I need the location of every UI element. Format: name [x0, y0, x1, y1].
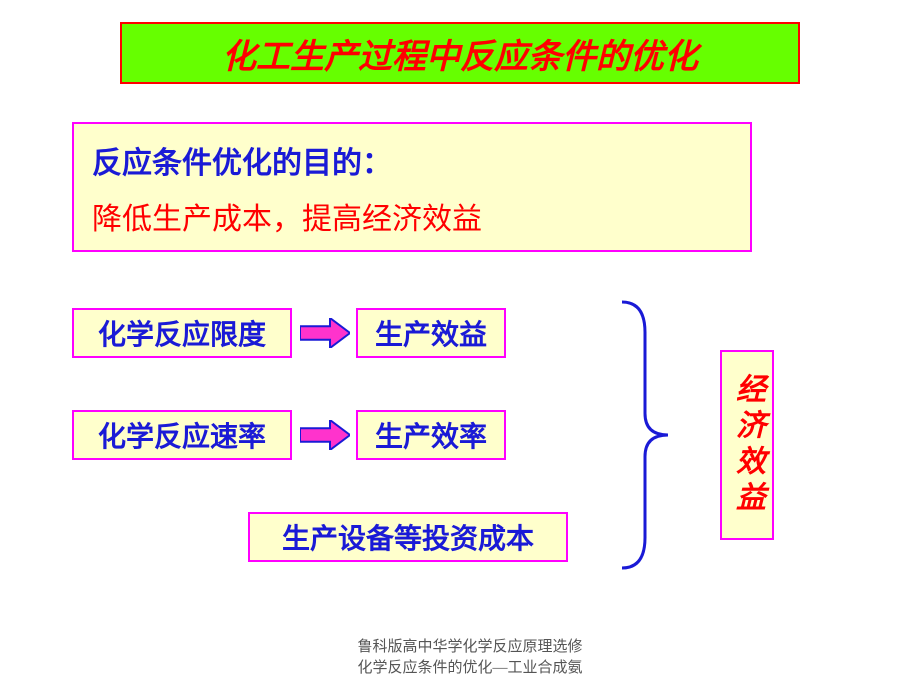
arrow-0	[300, 318, 350, 348]
purpose-text: 降低生产成本，提高经济效益	[92, 194, 732, 238]
node-n3: 化学反应速率	[72, 410, 292, 460]
node-n1: 化学反应限度	[72, 308, 292, 358]
footer-line1: 鲁科版高中华学化学反应原理选修	[300, 635, 640, 656]
node-n5: 生产设备等投资成本	[248, 512, 568, 562]
node-n4: 生产效率	[356, 410, 506, 460]
purpose-box: 反应条件优化的目的： 降低生产成本，提高经济效益	[72, 122, 752, 252]
slide-title: 化工生产过程中反应条件的优化	[120, 22, 800, 84]
footer: 鲁科版高中华学化学反应原理选修 化学反应条件的优化—工业合成氨	[300, 635, 640, 677]
arrow-1	[300, 420, 350, 450]
footer-line2: 化学反应条件的优化—工业合成氨	[300, 656, 640, 677]
node-n2: 生产效益	[356, 308, 506, 358]
result-box: 经济效益	[720, 350, 774, 540]
slide-title-text: 化工生产过程中反应条件的优化	[222, 29, 698, 78]
result-text: 经济效益	[725, 373, 769, 517]
brace	[620, 300, 670, 570]
purpose-label: 反应条件优化的目的：	[92, 138, 732, 182]
